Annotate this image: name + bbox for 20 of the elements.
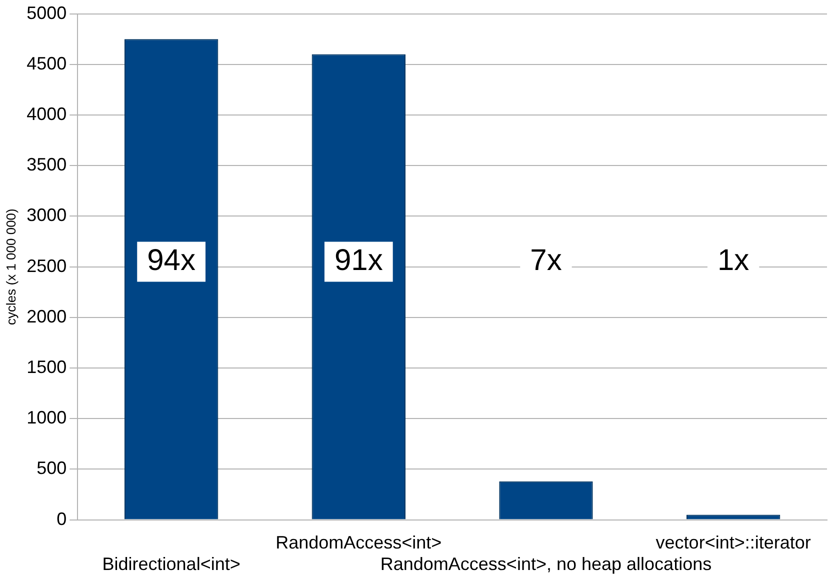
y-tick-label: 3000 <box>26 205 67 226</box>
annotation: 7x <box>530 244 562 278</box>
y-tick-label: 500 <box>36 458 67 478</box>
y-tick-label: 0 <box>56 508 67 529</box>
annotation: 91x <box>334 244 383 278</box>
x-tick-label: RandomAccess<int> <box>276 532 442 553</box>
x-tick-label: RandomAccess<int>, no heap allocations <box>380 554 712 574</box>
annotation: 1x <box>717 244 750 278</box>
annotation: 94x <box>147 244 196 278</box>
y-tick-label: 3500 <box>26 154 67 175</box>
y-tick-label: 1500 <box>26 356 67 377</box>
y-tick-label: 2000 <box>26 306 67 326</box>
x-tick-label: vector<int>::iterator <box>656 532 811 553</box>
y-tick-label: 1000 <box>26 408 67 428</box>
y-tick-label: 5000 <box>26 2 67 23</box>
y-axis-title: cycles (x 1 000 000) <box>3 208 18 325</box>
y-tick-label: 4500 <box>26 53 67 74</box>
y-tick-label: 4000 <box>26 104 67 124</box>
x-tick-label: Bidirectional<int> <box>102 554 240 574</box>
y-tick-label: 2500 <box>26 256 67 276</box>
